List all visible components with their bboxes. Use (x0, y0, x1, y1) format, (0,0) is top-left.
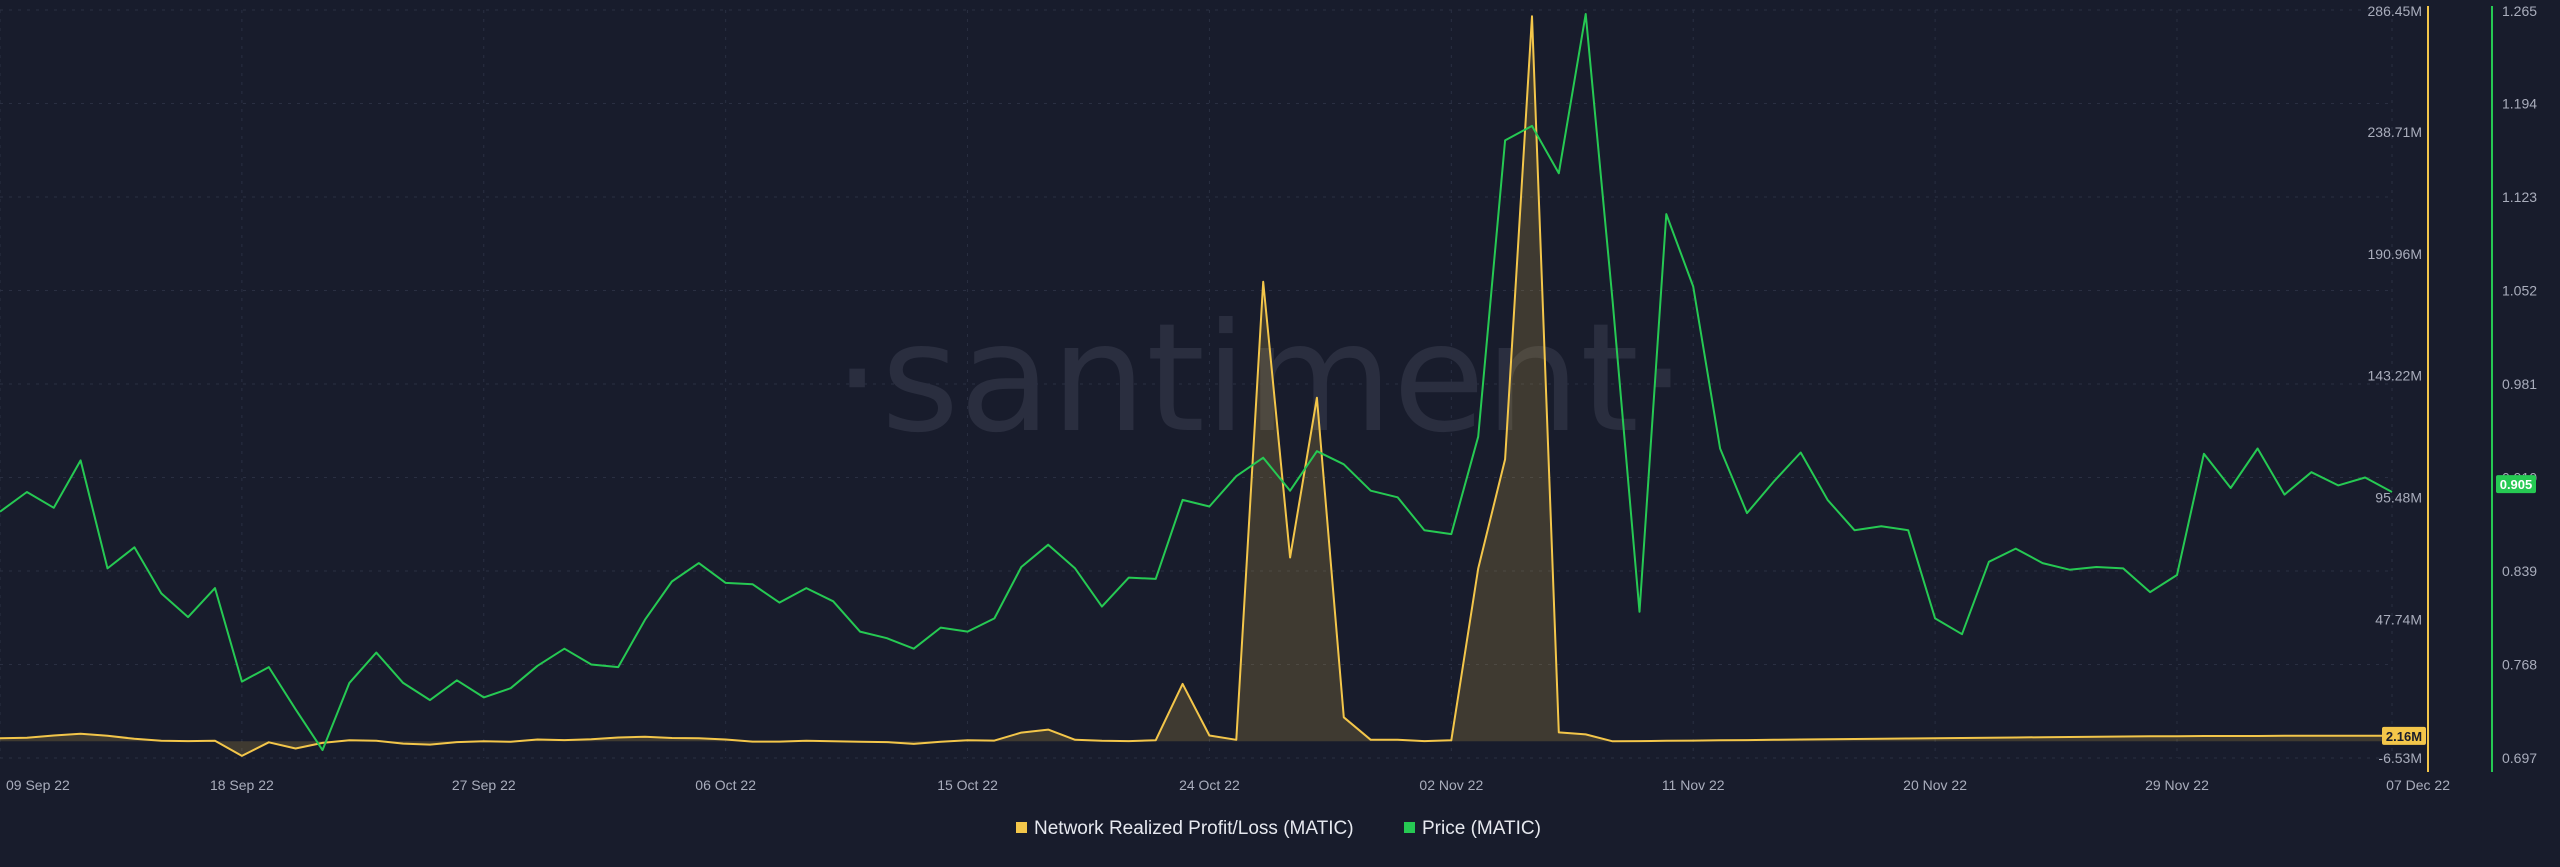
price-axis-tick-label: 1.123 (2502, 189, 2537, 205)
price-axis-tick-label: 1.052 (2502, 283, 2537, 299)
x-axis-tick-label: 07 Dec 22 (2386, 777, 2450, 793)
x-axis-tick-label: 29 Nov 22 (2145, 777, 2209, 793)
profit-loss-axis-tick-label: 143.22M (2368, 368, 2422, 384)
series-line-layer (0, 13, 2393, 752)
profit-loss-current-value-badge-background (2382, 726, 2426, 745)
x-axis-tick-label: 09 Sep 22 (6, 777, 70, 793)
price-current-value-badge-background (2496, 475, 2536, 494)
profit-loss-axis-tick-label: 190.96M (2368, 246, 2422, 262)
profit-loss-axis-tick-label: -6.53M (2378, 750, 2422, 766)
profit-loss-series-line (0, 15, 2392, 757)
x-axis-tick-label: 15 Oct 22 (937, 777, 998, 793)
price-axis-tick-label: 1.265 (2502, 3, 2537, 19)
legend-item[interactable]: Price (MATIC) (1404, 818, 1541, 839)
price-axis-tick-label: 0.768 (2502, 657, 2537, 673)
x-axis-tick-label: 06 Oct 22 (695, 777, 756, 793)
legend-label: Network Realized Profit/Loss (MATIC) (1034, 818, 1354, 839)
x-axis-tick-label: 11 Nov 22 (1662, 777, 1725, 793)
x-axis-tick-label: 24 Oct 22 (1179, 777, 1240, 793)
price-axis-tick-label: 0.697 (2502, 750, 2537, 766)
profit-loss-axis-tick-label: 47.74M (2375, 611, 2422, 627)
x-axis-tick-label: 20 Nov 22 (1903, 777, 1967, 793)
price-current-value-badge: 0.905 (2496, 475, 2536, 494)
profit-loss-current-value-badge-text: 2.16M (2386, 729, 2422, 744)
x-axis-tick-label: 18 Sep 22 (210, 777, 274, 793)
legend-swatch (1016, 822, 1027, 833)
profit-loss-axis-tick-label: 238.71M (2368, 124, 2422, 140)
legend-swatch (1404, 822, 1415, 833)
price-axis-tick-label: 0.839 (2502, 563, 2537, 579)
legend-item[interactable]: Network Realized Profit/Loss (MATIC) (1016, 818, 1354, 839)
profit-loss-axis-tick-label: 286.45M (2368, 3, 2422, 19)
axis-layer: 286.45M 238.71M 190.96M 143.22M 95.48M 47.74M… (6, 3, 2537, 793)
price-axis-tick-label: 0.981 (2502, 376, 2537, 392)
x-axis-tick-label: 02 Nov 22 (1419, 777, 1483, 793)
legend: Network Realized Profit/Loss (MATIC) Pric… (1016, 818, 1541, 839)
profit-loss-area-layer (0, 15, 2392, 757)
grid-layer (0, 9, 2393, 759)
price-axis-tick-label: 1.194 (2502, 96, 2537, 112)
profit-loss-axis-tick-label: 95.48M (2375, 490, 2422, 506)
x-axis-tick-label: 27 Sep 22 (452, 777, 516, 793)
price-current-value-badge-text: 0.905 (2500, 477, 2533, 492)
legend-label: Price (MATIC) (1422, 818, 1541, 839)
price-series-line (0, 13, 2393, 752)
profit-loss-current-value-badge: 2.16M (2382, 726, 2426, 745)
